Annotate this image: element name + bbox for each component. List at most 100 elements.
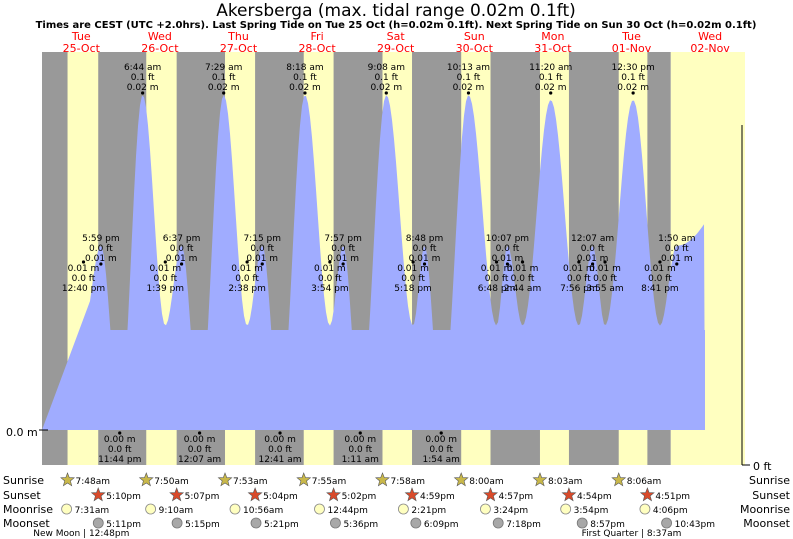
tide-ft-label: 0.0 ft [235, 274, 259, 284]
tide-time-label: 3:54 pm [311, 284, 349, 294]
tide-high-point [675, 262, 679, 266]
tide-high-point [549, 91, 553, 95]
tide-ft-label: 0.0 ft [153, 274, 177, 284]
moonset-time: 6:09pm [424, 520, 459, 530]
tide-ft-label: 0.1 ft [374, 73, 398, 83]
day-labels: Tue25-OctWed26-OctThu27-OctFri28-OctSat2… [63, 30, 731, 55]
tide-ft-label: 0.1 ft [212, 73, 236, 83]
tide-low-point [118, 431, 122, 435]
sunset-time: 4:54pm [577, 492, 612, 502]
sunset-time: 4:51pm [655, 492, 690, 502]
tide-ft-label: 0.0 ft [581, 244, 605, 254]
tide-time-label: 1:11 am [342, 455, 379, 465]
tide-m-label: 0.01 m [507, 264, 539, 274]
sunset-marker [169, 487, 185, 502]
tide-m-label: 0.01 m [231, 264, 263, 274]
sunrise-marker [296, 472, 312, 487]
moonset-time: 5:15pm [185, 520, 220, 530]
day-name-label: Mon [541, 30, 564, 43]
moonrise-time: 9:10am [159, 506, 194, 516]
tide-ft-label: 0.0 ft [648, 274, 672, 284]
sunset-time: 5:10pm [106, 492, 141, 502]
tide-time-label: 11:20 am [529, 63, 572, 73]
tide-m-label: 0.01 m [589, 264, 621, 274]
moonset-time: 5:11pm [106, 520, 141, 530]
moonset-time: 8:57pm [590, 520, 625, 530]
tide-time-label: 12:41 am [258, 455, 301, 465]
sunrise-marker [611, 472, 627, 487]
tide-ft-label: 0.0 ft [188, 445, 212, 455]
tide-ft-label: 0.1 ft [293, 73, 317, 83]
tide-time-label: 10:13 am [447, 63, 490, 73]
tide-ft-label: 0.0 ft [331, 244, 355, 254]
day-name-label: Sun [464, 30, 485, 43]
moonrise-marker [560, 503, 572, 515]
tide-ft-label: 0.0 ft [485, 274, 509, 284]
tide-high-point [303, 91, 307, 95]
tide-low-point [358, 431, 362, 435]
moonrise-time: 4:06pm [653, 506, 688, 516]
row-label-left: Moonset [3, 517, 50, 530]
moonset-marker [576, 517, 588, 529]
tide-low-point [520, 260, 525, 264]
row-label-left: Sunrise [3, 474, 44, 487]
tide-m-label: 0.01 m [149, 264, 181, 274]
tide-high-point [505, 262, 510, 266]
moonset-marker [330, 517, 341, 529]
tide-low-point [81, 260, 86, 264]
tide-time-label: 12:30 pm [611, 63, 654, 73]
tide-high-point [590, 262, 595, 266]
day-name-label: Wed [148, 30, 172, 43]
tide-time-label: 12:07 am [571, 234, 614, 244]
tide-ft-label: 0.0 ft [429, 445, 453, 455]
tide-m-label: 0.01 m [481, 264, 513, 274]
tide-ft-label: 0.0 ft [401, 274, 425, 284]
tide-m-label: 0.01 m [644, 264, 676, 274]
tide-m-label: 0.01 m [327, 254, 359, 264]
day-date-label: 25-Oct [63, 42, 101, 55]
tide-ft-label: 0.0 ft [72, 274, 96, 284]
tide-high-point [222, 91, 226, 95]
sunrise-marker [532, 472, 548, 487]
tide-m-label: 0.02 m [127, 83, 159, 93]
tide-time-label: 3:55 am [586, 284, 623, 294]
moonset-time: 5:21pm [264, 520, 299, 530]
moonset-time: 7:18pm [506, 520, 541, 530]
moonrise-time: 2:21pm [411, 506, 446, 516]
moonset-time: 5:36pm [343, 520, 378, 530]
moonrise-marker [145, 503, 157, 515]
tide-time-label: 8:48 pm [406, 234, 444, 244]
sunset-marker [483, 487, 499, 502]
sunrise-time: 7:55am [312, 477, 347, 487]
tide-m-label: 0.00 m [264, 435, 296, 445]
tide-ft-label: 0.0 ft [170, 244, 194, 254]
tide-ft-label: 0.1 ft [457, 73, 481, 83]
moonrise-marker [229, 503, 241, 515]
sunset-time: 5:07pm [185, 492, 220, 502]
tide-time-label: 5:18 pm [394, 284, 432, 294]
tide-low-point [278, 431, 282, 435]
tide-low-point [494, 260, 499, 264]
day-name-label: Sat [387, 30, 406, 43]
day-name-label: Fri [311, 30, 324, 43]
day-date-label: 02-Nov [690, 42, 730, 55]
tide-high-point [631, 91, 635, 95]
sunset-time: 5:02pm [342, 492, 377, 502]
tide-low-point [245, 260, 249, 264]
moonrise-marker [61, 503, 73, 515]
tide-time-label: 2:44 am [504, 284, 541, 294]
tide-low-point [328, 260, 332, 264]
day-name-label: Thu [227, 30, 249, 43]
sunrise-time: 7:53am [233, 477, 268, 487]
tide-low-point [163, 260, 167, 264]
tide-low-point [577, 260, 581, 264]
tide-time-label: 12:40 pm [62, 284, 105, 294]
moonrise-time: 12:44pm [328, 506, 368, 516]
moonset-marker [661, 517, 672, 529]
tide-m-label: 0.02 m [617, 83, 649, 93]
tide-time-label: 11:44 pm [98, 455, 141, 465]
tide-m-label: 0.02 m [289, 83, 321, 93]
moonrise-marker [397, 503, 409, 515]
